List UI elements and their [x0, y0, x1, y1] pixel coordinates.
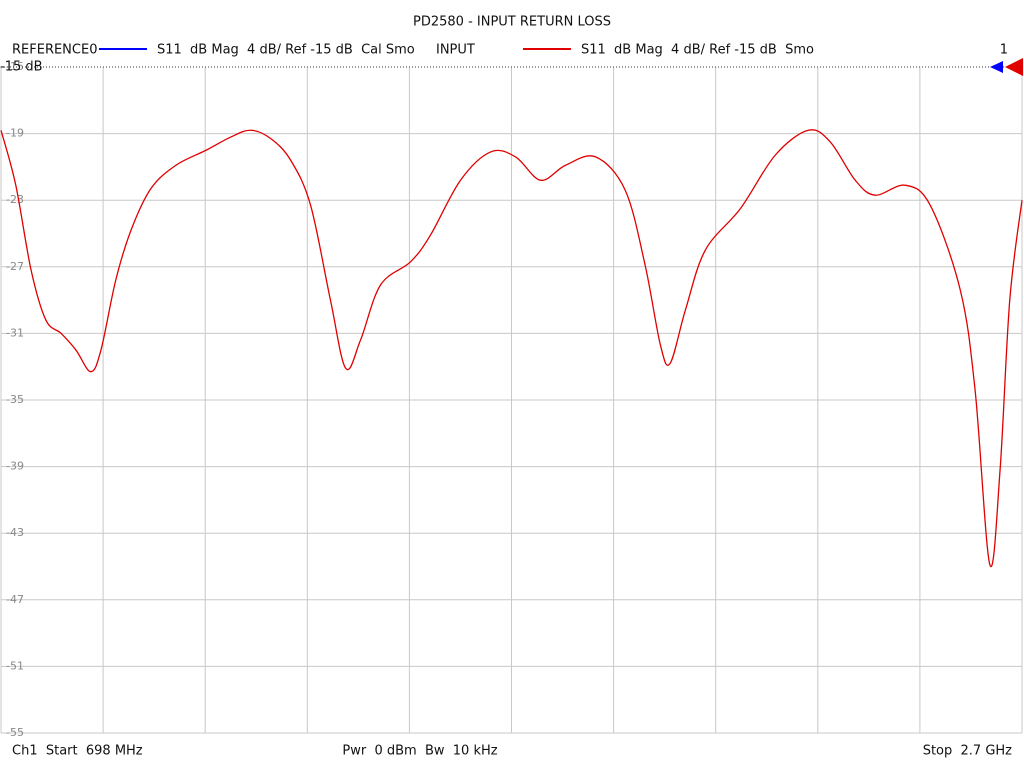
y-tick-label: -39 — [6, 460, 24, 473]
y-tick-label: -43 — [6, 526, 24, 539]
y-tick-label: -55 — [6, 726, 24, 739]
y-tick-label: -19 — [6, 127, 24, 140]
y-tick-label: -27 — [6, 260, 24, 273]
chart-title: PD2580 - INPUT RETURN LOSS — [413, 15, 611, 30]
legend-description: S11 dB Mag 4 dB/ Ref -15 dB Smo — [581, 43, 814, 58]
y-tick-label: -31 — [6, 326, 24, 339]
y-tick-label: -35 — [6, 393, 24, 406]
footer-center: Pwr 0 dBm Bw 10 kHz — [342, 744, 497, 759]
reference-trace-name: REFERENCE0 — [12, 43, 97, 58]
trace-marker — [1005, 58, 1023, 76]
reference-label: -15 dB — [0, 60, 43, 75]
y-tick-label: -47 — [6, 593, 24, 606]
y-tick-label: -23 — [6, 193, 24, 206]
footer-stop: Stop 2.7 GHz — [923, 744, 1012, 759]
y-tick-label: -51 — [6, 659, 24, 672]
footer-start: Ch1 Start 698 MHz — [12, 744, 143, 759]
reference-marker — [990, 61, 1003, 73]
legend-label: INPUT — [436, 43, 475, 58]
channel-marker: 1 — [1000, 43, 1008, 58]
y-tick-label: -15 — [6, 60, 24, 73]
trace-line — [0, 129, 1023, 568]
reference-trace-description: S11 dB Mag 4 dB/ Ref -15 dB Cal Smo — [157, 43, 415, 58]
